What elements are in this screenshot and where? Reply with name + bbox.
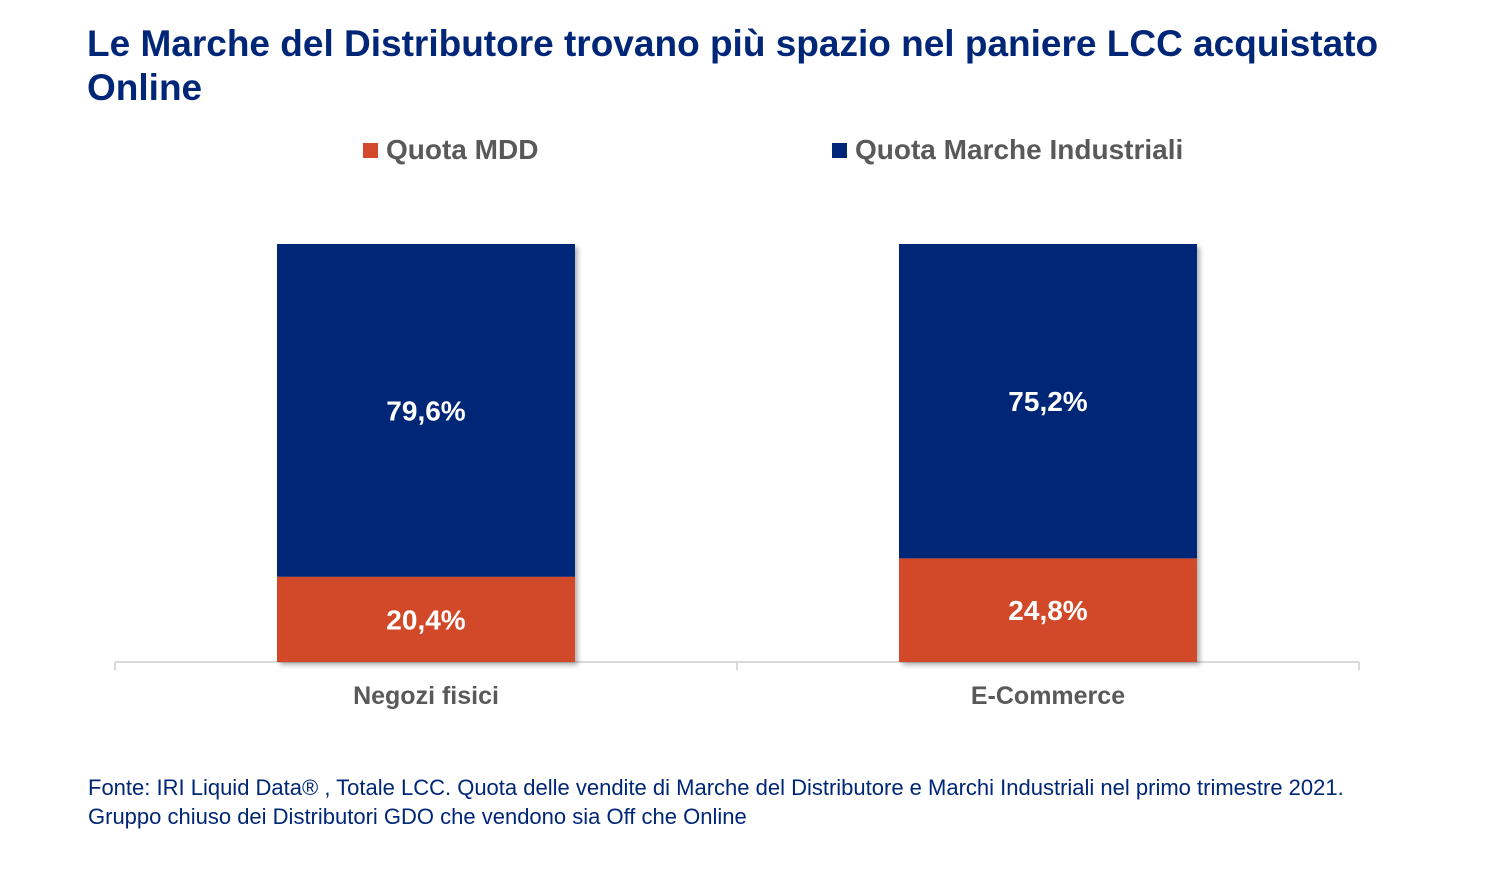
x-tick-label: E-Commerce (971, 682, 1125, 710)
bar-segment-mdd (899, 558, 1197, 662)
bar-stack-0 (277, 244, 575, 662)
data-label-industriali: 79,6% (386, 395, 465, 426)
data-label-industriali: 75,2% (1008, 386, 1087, 417)
legend-item-mdd: Quota MDD (363, 130, 538, 170)
chart-title: Le Marche del Distributore trovano più s… (87, 23, 1379, 108)
bar-stack-1 (899, 244, 1197, 662)
x-tick-label: Negozi fisici (353, 682, 499, 710)
legend-label-industriali: Quota Marche Industriali (855, 134, 1184, 165)
legend-swatch-mdd (363, 142, 378, 158)
data-label-mdd: 20,4% (386, 604, 465, 635)
bar-segment-industriali (277, 244, 575, 577)
legend-item-industriali: Quota Marche Industriali (832, 130, 1183, 170)
data-label-mdd: 24,8% (1008, 595, 1087, 626)
source-note: Fonte: IRI Liquid Data® , Totale LCC. Qu… (88, 775, 1344, 829)
legend-swatch-industriali (832, 142, 847, 158)
bar-segment-industriali (899, 244, 1197, 559)
bar-segment-mdd (277, 576, 575, 662)
legend-label-mdd: Quota MDD (386, 134, 539, 165)
legend: Quota MDD Quota Marche Industriali (0, 130, 1500, 170)
